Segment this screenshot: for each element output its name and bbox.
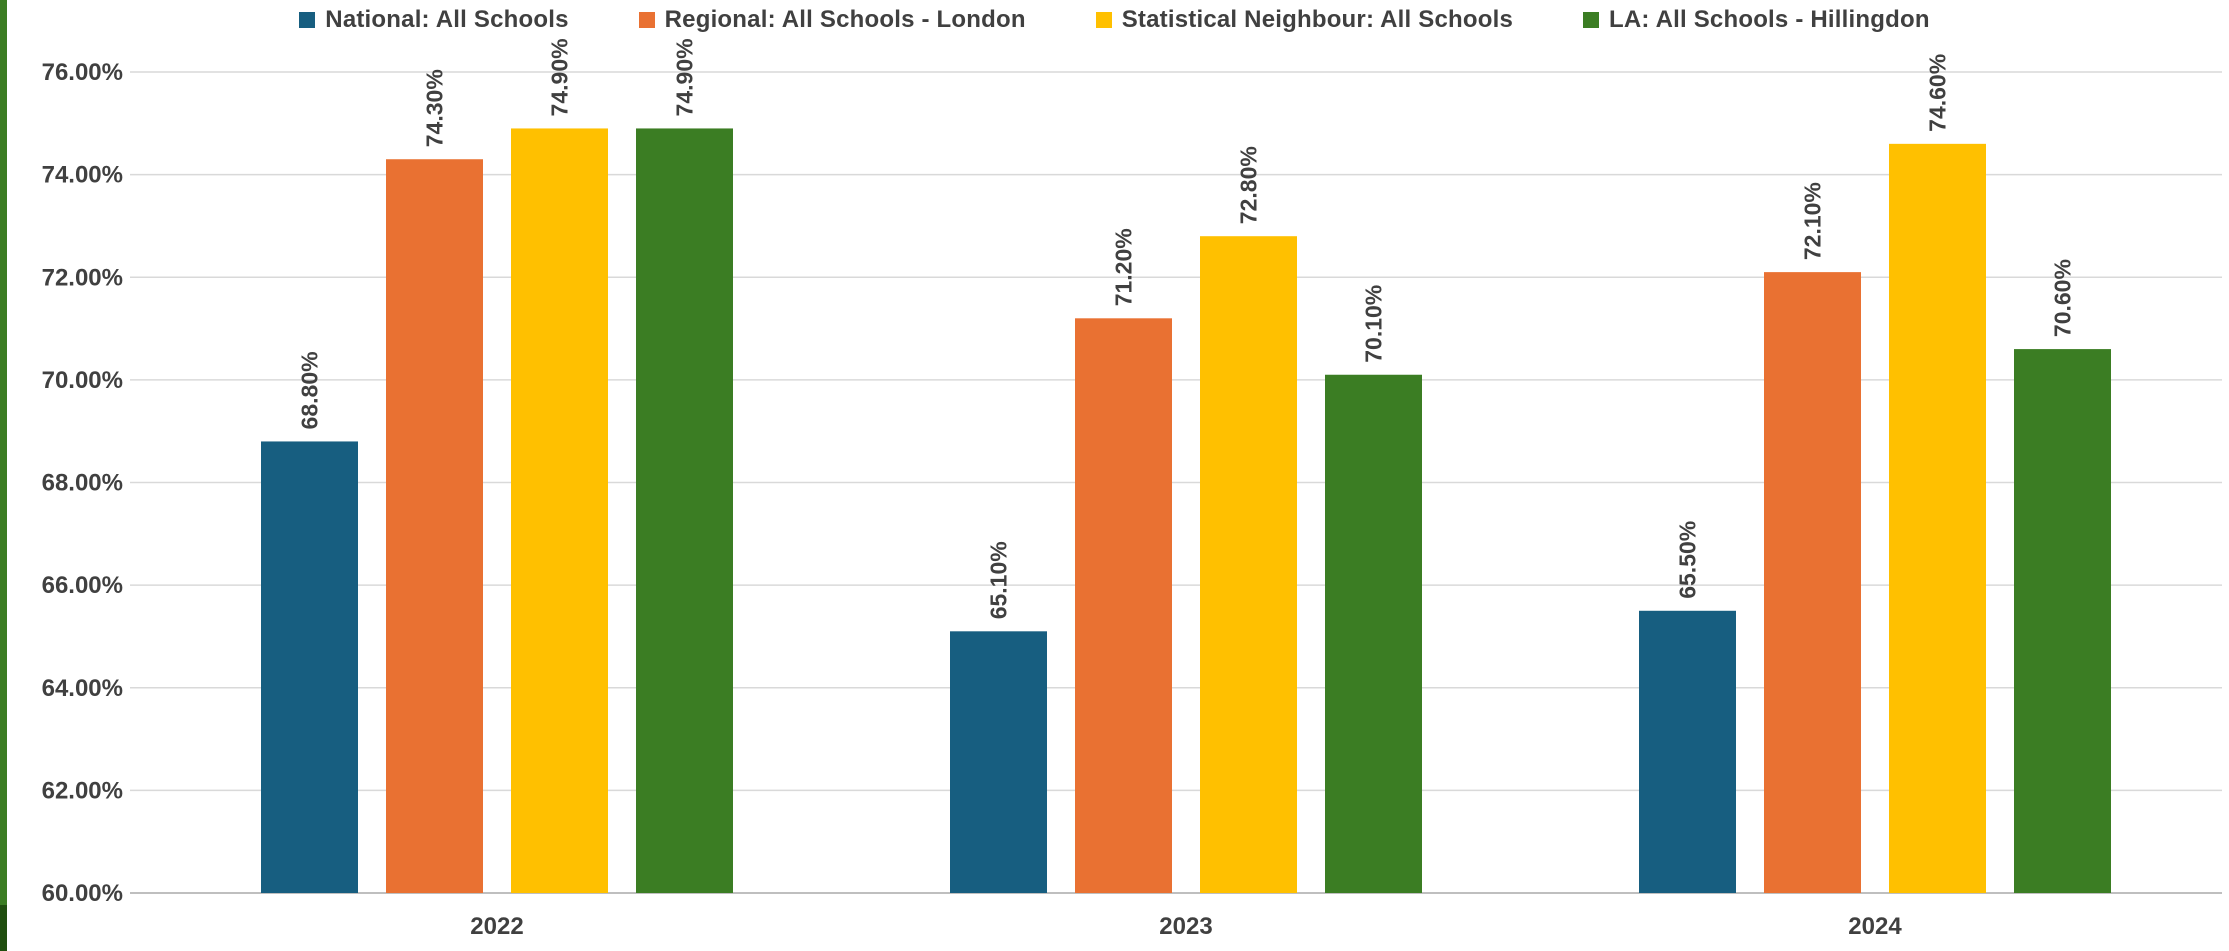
legend-label: Regional: All Schools - London — [664, 6, 1026, 33]
legend-label: LA: All Schools - Hillingdon — [1609, 6, 1930, 33]
legend-swatch — [638, 12, 655, 28]
y-tick-label: 76.00% — [42, 59, 123, 86]
x-tick-label: 2022 — [470, 913, 523, 940]
data-label: 71.20% — [1111, 228, 1137, 306]
data-label: 70.10% — [1361, 285, 1387, 363]
y-tick-label: 60.00% — [42, 880, 123, 907]
data-label: 74.30% — [422, 69, 448, 147]
y-tick-label: 72.00% — [42, 264, 123, 291]
bar — [2014, 349, 2111, 893]
legend-swatch — [1583, 12, 1600, 28]
bar — [1075, 318, 1172, 893]
data-label: 68.80% — [297, 351, 323, 429]
legend-swatch — [1095, 12, 1112, 28]
bar — [950, 631, 1047, 893]
legend-item-regional: Regional: All Schools - London — [638, 6, 1026, 34]
legend-item-statistical-neighbour: Statistical Neighbour: All Schools — [1095, 6, 1514, 34]
y-axis-ticks: 60.00% 62.00% 64.00% 66.00% 68.00% 70.00% 72.0… — [42, 59, 123, 907]
bar — [1200, 236, 1297, 893]
data-label: 72.10% — [1800, 182, 1826, 260]
legend-label: Statistical Neighbour: All Schools — [1121, 6, 1514, 33]
bar — [1889, 143, 1986, 893]
bar — [1639, 610, 1736, 893]
y-tick-label: 62.00% — [42, 777, 123, 804]
data-label: 65.50% — [1675, 521, 1701, 599]
bars — [261, 128, 2111, 894]
legend-item-national: National: All Schools — [299, 6, 568, 34]
bar — [261, 441, 358, 893]
bar — [636, 128, 733, 894]
bar — [511, 128, 608, 894]
bar — [1764, 272, 1861, 893]
x-tick-label: 2024 — [1848, 913, 1902, 940]
y-tick-label: 64.00% — [42, 675, 123, 702]
bar — [1325, 374, 1422, 893]
x-axis-ticks: 2022 2023 2024 — [470, 913, 1902, 940]
corner-mark — [0, 905, 7, 951]
data-label: 70.60% — [2050, 259, 2076, 337]
chart-legend: National: All Schools Regional: All Scho… — [0, 3, 2229, 37]
y-tick-label: 66.00% — [42, 572, 123, 599]
data-label: 72.80% — [1236, 146, 1262, 224]
left-border-accent — [0, 0, 7, 951]
data-labels: 68.80% 74.30% 74.90% 74.90% 65.10% 71.20% 72.8… — [297, 38, 2076, 619]
legend-swatch — [299, 12, 316, 28]
y-tick-label: 70.00% — [42, 367, 123, 394]
bar — [386, 159, 483, 893]
y-tick-label: 68.00% — [42, 470, 123, 497]
legend-label: National: All Schools — [325, 6, 569, 33]
data-label: 74.60% — [1925, 54, 1951, 132]
x-tick-label: 2023 — [1159, 913, 1212, 940]
data-label: 65.10% — [986, 541, 1012, 619]
y-tick-label: 74.00% — [42, 162, 123, 189]
legend-item-la: LA: All Schools - Hillingdon — [1583, 6, 1930, 34]
data-label: 74.90% — [672, 38, 698, 116]
data-label: 74.90% — [547, 38, 573, 116]
